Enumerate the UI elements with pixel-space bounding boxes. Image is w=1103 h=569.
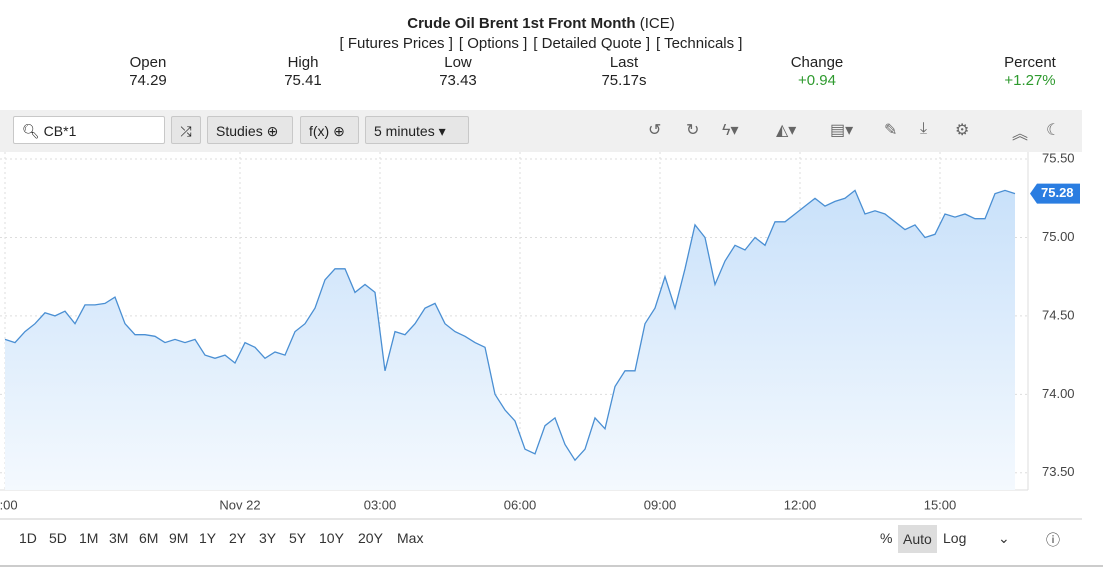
range-button[interactable]: 10Y	[319, 530, 344, 546]
quote-label: Percent	[1004, 54, 1056, 71]
search-box[interactable]: 🔍︎ CB*1	[13, 116, 165, 144]
range-button[interactable]: 3M	[109, 530, 129, 546]
scale-button[interactable]: Auto	[898, 525, 937, 553]
range-button[interactable]: 5D	[49, 530, 67, 546]
draw[interactable]: ✎	[884, 122, 898, 139]
x-tick-label: 0:00	[0, 497, 18, 512]
settings[interactable]: ⚙	[955, 122, 970, 139]
symbol: CB*1	[43, 123, 77, 139]
expand[interactable]: ⌄	[998, 530, 1010, 546]
y-tick-label: 73.50	[1042, 464, 1075, 479]
quote-label: Low	[444, 54, 472, 71]
range-button[interactable]: 5Y	[289, 530, 307, 546]
link[interactable]: [ Technicals ]	[656, 35, 743, 52]
range-button[interactable]: 2Y	[229, 530, 247, 546]
x-tick-label: 06:00	[504, 497, 537, 512]
scale-button[interactable]: %	[880, 530, 893, 546]
range-button[interactable]: 6M	[139, 530, 159, 546]
studies-button[interactable]: Studies ⊕	[207, 116, 293, 144]
x-tick-label: Nov 22	[219, 497, 260, 512]
range-button[interactable]: 1Y	[199, 530, 217, 546]
interval-button[interactable]: 5 minutes ▾	[365, 116, 469, 144]
range-button[interactable]: 1M	[79, 530, 99, 546]
range-button[interactable]: 9M	[169, 530, 189, 546]
range-button[interactable]: 20Y	[358, 530, 383, 546]
area-fill	[5, 190, 1015, 490]
fx-button[interactable]: f(x) ⊕	[300, 116, 359, 144]
theme[interactable]: ☾	[1046, 122, 1061, 139]
undo[interactable]: ↺	[648, 122, 662, 139]
quote-value: 74.29	[129, 72, 167, 89]
range-button[interactable]: 3Y	[259, 530, 277, 546]
exchange: (ICE)	[639, 15, 675, 32]
label: 5 minutes	[374, 123, 435, 139]
redo[interactable]: ↻	[686, 122, 700, 139]
link[interactable]: [ Detailed Quote ]	[533, 35, 651, 52]
x-tick-label: 09:00	[644, 497, 677, 512]
y-tick-label: 74.00	[1042, 386, 1075, 401]
title: Crude Oil Brent 1st Front Month	[407, 15, 636, 32]
quote-value: +0.94	[798, 72, 836, 89]
chart-type[interactable]: ◭▾	[776, 122, 797, 139]
quote-label: Change	[790, 54, 844, 71]
quote-value: 75.17s	[601, 72, 647, 89]
last-price-tag	[1030, 183, 1080, 204]
quote-label: Last	[609, 54, 639, 71]
help[interactable]: ⓘ	[1046, 532, 1060, 548]
links: [ Futures Prices ] [ Options ] [ Detailed …	[0, 35, 1082, 52]
last-price-label: 75.28	[1041, 185, 1074, 200]
x-tick-label: 15:00	[924, 497, 957, 512]
quote-label: Open	[129, 54, 167, 71]
link[interactable]: [ Futures Prices ]	[339, 35, 453, 52]
x-tick-label: 12:00	[784, 497, 817, 512]
price-line	[4, 189, 1016, 462]
range-button[interactable]: Max	[397, 530, 424, 546]
label: f(x)	[309, 123, 330, 139]
x-tick-label: 03:00	[364, 497, 397, 512]
y-tick-label: 75.50	[1042, 150, 1075, 165]
y-tick-label: 75.00	[1042, 229, 1075, 244]
link[interactable]: [ Options ]	[458, 35, 528, 52]
collapse[interactable]: ︽	[1012, 126, 1029, 143]
quote-value: +1.27%	[1004, 72, 1056, 89]
events[interactable]: ϟ▾	[722, 122, 739, 139]
download[interactable]: ⤓	[920, 120, 928, 137]
compare-button[interactable]: ⤮	[171, 116, 201, 144]
title-row: Crude Oil Brent 1st Front Month (ICE)	[0, 15, 1082, 32]
quote-value: 73.43	[439, 72, 477, 89]
quote-value: 75.41	[284, 72, 322, 89]
layout[interactable]: ▤▾	[830, 122, 854, 139]
scale-button[interactable]: Log	[943, 530, 967, 546]
range-button[interactable]: 1D	[19, 530, 37, 546]
label: Studies	[216, 123, 263, 139]
y-tick-label: 74.50	[1042, 307, 1075, 322]
quote-label: High	[287, 54, 319, 71]
